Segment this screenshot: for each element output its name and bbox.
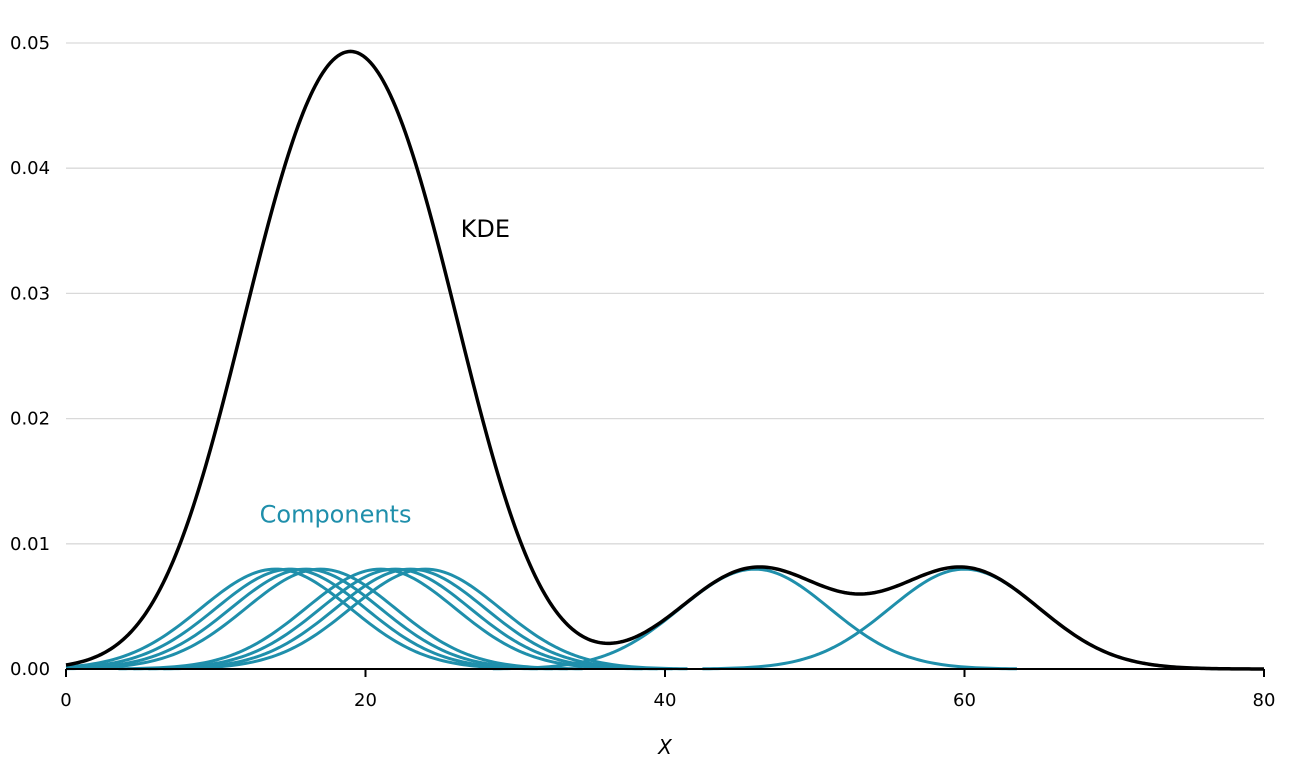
- y-tick-label: 0.01: [10, 534, 50, 555]
- y-tick-label: 0.00: [10, 659, 50, 680]
- x-tick-label: 60: [953, 690, 976, 711]
- x-tick-label: 20: [354, 690, 377, 711]
- y-tick-label: 0.02: [10, 409, 50, 430]
- x-tick-label: 40: [654, 690, 677, 711]
- x-tick-label: 0: [60, 690, 71, 711]
- component-curve: [65, 567, 553, 671]
- x-axis-ticks: 0 20 40 60 80: [60, 669, 1275, 711]
- component-curve: [702, 567, 1227, 671]
- kde-curve: [65, 49, 1265, 671]
- x-tick-label: 80: [1253, 690, 1276, 711]
- component-curve: [65, 567, 538, 671]
- components-annotation: Components: [260, 501, 412, 529]
- component-curve: [492, 567, 1017, 671]
- component-curve: [65, 567, 583, 671]
- kde-annotation: KDE: [461, 215, 510, 243]
- component-curve: [118, 567, 643, 671]
- y-tick-label: 0.04: [10, 158, 50, 179]
- component-curves: [65, 567, 1227, 671]
- gridlines: [66, 42, 1264, 545]
- component-curve: [133, 567, 658, 671]
- y-axis-ticks: 0.00 0.01 0.02 0.03 0.04 0.05: [10, 33, 50, 680]
- y-tick-label: 0.03: [10, 283, 50, 304]
- y-tick-label: 0.05: [10, 33, 50, 54]
- x-axis-title: X: [657, 735, 673, 759]
- component-curve: [163, 567, 688, 671]
